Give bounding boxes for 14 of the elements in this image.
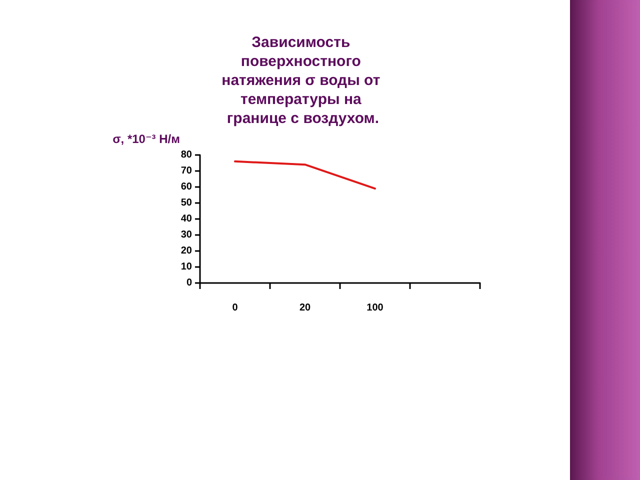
y-tick-label: 30 [180,230,192,240]
x-tick-label: 0 [232,302,238,314]
x-tick-label: 100 [366,302,384,314]
y-tick-label: 10 [180,262,192,272]
y-tick-label: 80 [180,150,192,160]
y-tick-label: 40 [180,214,192,224]
chart-title: Зависимость поверхностного натяжения σ воды от температуры на границе с воздухом. [222,34,384,127]
y-tick-label: 20 [180,246,192,256]
y-tick-label: 0 [186,278,192,288]
y-tick-label: 60 [180,182,192,192]
y-tick-label: 70 [180,166,192,176]
y-axis-title: σ, *10⁻³ Н/м [112,132,180,146]
x-tick-label: 20 [299,302,311,314]
y-tick-label: 50 [180,198,192,208]
